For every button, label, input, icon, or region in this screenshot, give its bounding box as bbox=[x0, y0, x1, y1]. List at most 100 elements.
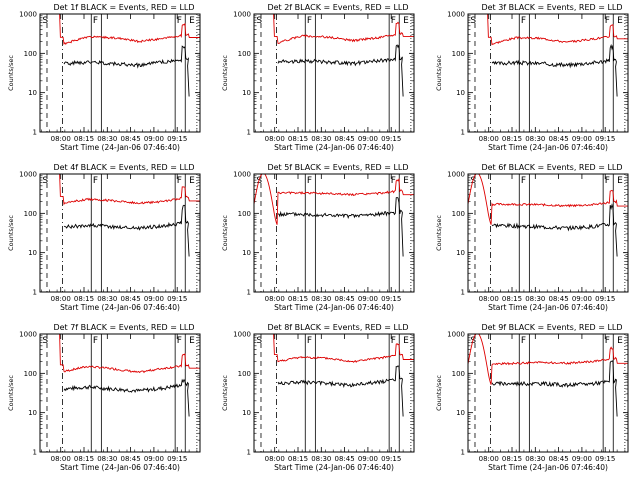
x-tick-label: 09:00 bbox=[358, 295, 378, 303]
marker-label-s: S bbox=[42, 16, 48, 26]
detector-panel: Det 4f BLACK = Events, RED = LLD Counts/s… bbox=[7, 163, 201, 312]
y-tick-label: 10 bbox=[28, 249, 37, 257]
x-tick-label: 08:00 bbox=[265, 135, 285, 143]
y-tick-label: 1000 bbox=[19, 331, 37, 339]
x-tick-label: 09:15 bbox=[595, 135, 615, 143]
y-tick-label: 10 bbox=[456, 249, 465, 257]
x-tick-label: 08:15 bbox=[288, 455, 308, 463]
x-tick-label: 08:45 bbox=[549, 295, 569, 303]
plot-frame bbox=[467, 13, 629, 133]
x-tick-label: 08:30 bbox=[311, 455, 331, 463]
x-tick-label: 08:30 bbox=[311, 135, 331, 143]
y-tick-label: 100 bbox=[238, 370, 251, 378]
x-tick-label: 09:15 bbox=[595, 455, 615, 463]
red-lld-series bbox=[40, 333, 200, 374]
red-lld-series bbox=[467, 333, 628, 385]
marker-label-s: S bbox=[256, 336, 262, 346]
black-events-series bbox=[491, 203, 618, 257]
x-tick-label: 08:00 bbox=[479, 135, 499, 143]
x-tick-label: 08:15 bbox=[74, 295, 94, 303]
y-tick-label: 100 bbox=[24, 210, 37, 218]
x-tick-label: 09:00 bbox=[144, 295, 164, 303]
y-axis-label: Counts/sec bbox=[435, 375, 443, 411]
black-events-series bbox=[277, 44, 404, 97]
x-axis-label: Start Time (24-Jan-06 07:46:40) bbox=[488, 303, 608, 312]
y-tick-label: 1000 bbox=[447, 11, 465, 19]
x-tick-label: 09:15 bbox=[167, 295, 187, 303]
x-tick-label: 08:45 bbox=[335, 135, 355, 143]
y-tick-label: 1 bbox=[247, 289, 251, 297]
marker-label-s: S bbox=[256, 16, 262, 26]
detector-panel: Det 5f BLACK = Events, RED = LLD Counts/s… bbox=[221, 163, 415, 312]
x-tick-label: 08:30 bbox=[525, 455, 545, 463]
x-tick-label: 08:45 bbox=[335, 455, 355, 463]
x-axis-label: Start Time (24-Jan-06 07:46:40) bbox=[60, 463, 180, 472]
marker-label-e: E bbox=[617, 336, 623, 346]
x-tick-label: 09:00 bbox=[572, 295, 592, 303]
detector-panel: Det 9f BLACK = Events, RED = LLD Counts/s… bbox=[435, 323, 629, 472]
plot-frame bbox=[253, 333, 415, 453]
y-tick-label: 1 bbox=[33, 129, 37, 137]
y-tick-label: 1 bbox=[461, 289, 465, 297]
red-lld-series bbox=[467, 173, 628, 225]
interval-label-f: F bbox=[93, 176, 98, 186]
x-axis-label: Start Time (24-Jan-06 07:46:40) bbox=[60, 303, 180, 312]
y-tick-label: 10 bbox=[242, 249, 251, 257]
plot-frame bbox=[39, 13, 201, 133]
x-tick-label: 08:30 bbox=[97, 135, 117, 143]
x-axis-label: Start Time (24-Jan-06 07:46:40) bbox=[488, 143, 608, 152]
panel-title: Det 4f BLACK = Events, RED = LLD bbox=[53, 163, 194, 172]
y-axis-label: Counts/sec bbox=[221, 215, 229, 251]
x-axis-label: Start Time (24-Jan-06 07:46:40) bbox=[488, 463, 608, 472]
x-tick-label: 08:45 bbox=[121, 455, 141, 463]
y-tick-label: 10 bbox=[456, 409, 465, 417]
interval-label-f: F bbox=[521, 336, 526, 346]
marker-label-e: E bbox=[189, 176, 195, 186]
y-tick-label: 1 bbox=[461, 129, 465, 137]
y-tick-label: 100 bbox=[24, 370, 37, 378]
y-axis-label: Counts/sec bbox=[221, 375, 229, 411]
detector-panel: Det 1f BLACK = Events, RED = LLD Counts/s… bbox=[7, 3, 201, 152]
y-tick-label: 1 bbox=[247, 449, 251, 457]
marker-label-s: S bbox=[470, 336, 476, 346]
x-axis-label: Start Time (24-Jan-06 07:46:40) bbox=[274, 143, 394, 152]
y-tick-label: 100 bbox=[24, 50, 37, 58]
x-axis-label: Start Time (24-Jan-06 07:46:40) bbox=[274, 463, 394, 472]
black-events-series bbox=[63, 45, 190, 97]
x-tick-label: 08:00 bbox=[479, 455, 499, 463]
x-tick-label: 09:15 bbox=[167, 135, 187, 143]
x-tick-label: 08:45 bbox=[549, 135, 569, 143]
interval-label-f: F bbox=[307, 176, 312, 186]
y-tick-label: 10 bbox=[242, 409, 251, 417]
black-events-series bbox=[491, 360, 618, 417]
panel-title: Det 1f BLACK = Events, RED = LLD bbox=[53, 3, 194, 12]
y-tick-label: 10 bbox=[456, 89, 465, 97]
x-tick-label: 09:00 bbox=[572, 455, 592, 463]
detector-panel: Det 7f BLACK = Events, RED = LLD Counts/s… bbox=[7, 323, 201, 472]
x-tick-label: 08:45 bbox=[549, 455, 569, 463]
interval-label-f: F bbox=[307, 16, 312, 26]
y-tick-label: 100 bbox=[452, 370, 465, 378]
interval-label-f: F bbox=[93, 336, 98, 346]
black-events-series bbox=[491, 43, 618, 97]
x-tick-label: 08:00 bbox=[479, 295, 499, 303]
interval-label-f: F bbox=[391, 16, 396, 26]
y-tick-label: 1000 bbox=[233, 171, 251, 179]
marker-label-s: S bbox=[256, 176, 262, 186]
y-tick-label: 1 bbox=[247, 129, 251, 137]
y-tick-label: 1000 bbox=[233, 11, 251, 19]
marker-label-e: E bbox=[617, 16, 623, 26]
y-tick-label: 100 bbox=[238, 210, 251, 218]
y-tick-label: 1000 bbox=[447, 171, 465, 179]
y-axis-label: Counts/sec bbox=[221, 55, 229, 91]
y-axis-label: Counts/sec bbox=[7, 375, 15, 411]
interval-label-f: F bbox=[177, 176, 182, 186]
x-tick-label: 09:00 bbox=[144, 455, 164, 463]
x-tick-label: 08:30 bbox=[525, 295, 545, 303]
red-lld-series bbox=[253, 173, 414, 225]
x-tick-label: 08:15 bbox=[288, 295, 308, 303]
black-events-series bbox=[277, 197, 404, 257]
marker-label-e: E bbox=[617, 176, 623, 186]
x-tick-label: 09:00 bbox=[358, 455, 378, 463]
